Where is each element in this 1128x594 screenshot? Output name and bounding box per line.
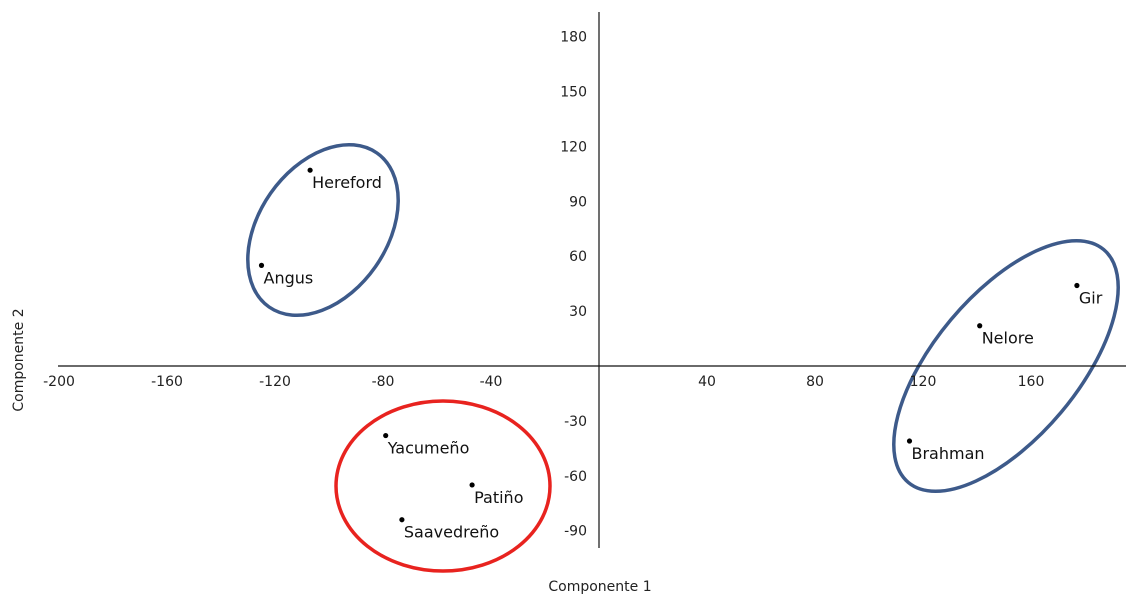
x-tick-label: -120 xyxy=(259,374,291,390)
data-point-label: Brahman xyxy=(912,444,985,463)
data-point-label: Nelore xyxy=(982,329,1034,348)
data-point-label: Saavedreño xyxy=(404,523,499,542)
cluster-ellipse xyxy=(246,142,400,318)
x-tick-label: -80 xyxy=(372,374,395,390)
y-tick-label: 30 xyxy=(569,304,587,320)
y-tick-label: 150 xyxy=(560,85,587,101)
data-point xyxy=(906,438,913,444)
data-point-label: Hereford xyxy=(312,173,382,192)
cluster-ellipses xyxy=(246,142,1120,573)
data-point xyxy=(469,482,475,488)
x-tick-labels: -200 -160 -120 -80 -40 40 80 120 160 xyxy=(43,374,1044,390)
data-point xyxy=(977,323,983,329)
x-tick-label: -40 xyxy=(480,374,503,390)
data-point xyxy=(307,167,313,173)
y-tick-label: -90 xyxy=(564,524,587,540)
y-tick-label: 60 xyxy=(569,249,587,265)
x-axis-title: Componente 1 xyxy=(548,579,651,594)
data-point xyxy=(258,262,265,268)
data-point xyxy=(399,517,405,523)
y-tick-label: -30 xyxy=(564,414,587,430)
x-tick-label: -160 xyxy=(151,374,183,390)
y-tick-label: -60 xyxy=(564,469,587,485)
y-tick-label: 120 xyxy=(560,139,587,155)
cluster-ellipse xyxy=(892,238,1120,494)
cluster-ellipse xyxy=(334,399,552,573)
data-point-label: Gir xyxy=(1079,288,1103,307)
data-point-label: Yacumeño xyxy=(387,439,470,458)
x-tick-label: -200 xyxy=(43,374,75,390)
data-point-label: Angus xyxy=(264,268,314,287)
x-tick-label: 120 xyxy=(910,374,937,390)
data-point xyxy=(383,432,389,439)
data-point xyxy=(1074,282,1080,289)
data-point-label: Patiño xyxy=(474,488,523,507)
axes xyxy=(58,12,1126,548)
y-axis-title: Componente 2 xyxy=(11,308,27,411)
x-tick-label: 160 xyxy=(1018,374,1045,390)
y-tick-label: 180 xyxy=(560,30,587,46)
y-tick-labels: -90 -60 -30 30 60 90 120 150 180 xyxy=(560,30,587,540)
x-tick-label: 80 xyxy=(806,374,824,390)
data-points: Hereford Angus Gir Nelore Brahman Yacumeño Pat… xyxy=(258,167,1103,542)
x-tick-label: 40 xyxy=(698,374,716,390)
y-tick-label: 90 xyxy=(569,194,587,210)
